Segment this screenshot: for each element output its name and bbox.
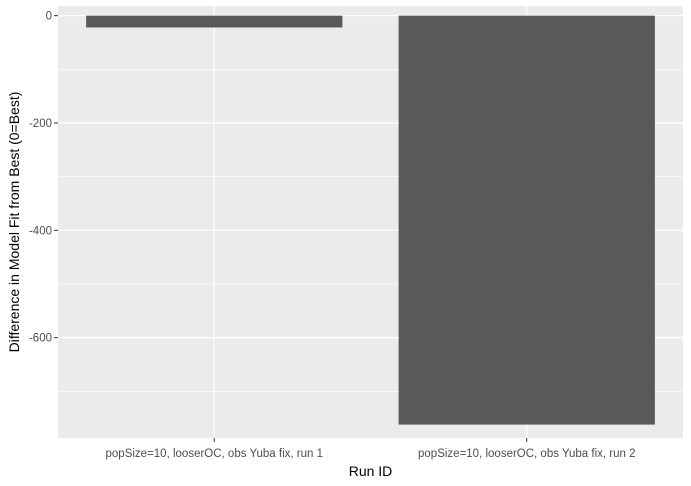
- x-axis-ticks: popSize=10, looserOC, obs Yuba fix, run …: [106, 438, 635, 460]
- y-tick-label: -600: [29, 333, 52, 345]
- bar: [86, 15, 343, 28]
- x-axis-title: Run ID: [349, 463, 393, 479]
- bar: [398, 15, 655, 425]
- y-axis-ticks: 0 -200 -400 -600: [29, 11, 58, 345]
- x-tick-label: popSize=10, looserOC, obs Yuba fix, run …: [106, 448, 323, 460]
- bars: [86, 15, 655, 425]
- y-tick-label: -400: [29, 225, 52, 237]
- y-axis-title: Difference in Model Fit from Best (0=Bes…: [6, 92, 22, 353]
- x-tick-label: popSize=10, looserOC, obs Yuba fix, run …: [418, 448, 635, 460]
- y-tick-label: 0: [46, 11, 52, 23]
- y-tick-label: -200: [29, 118, 52, 130]
